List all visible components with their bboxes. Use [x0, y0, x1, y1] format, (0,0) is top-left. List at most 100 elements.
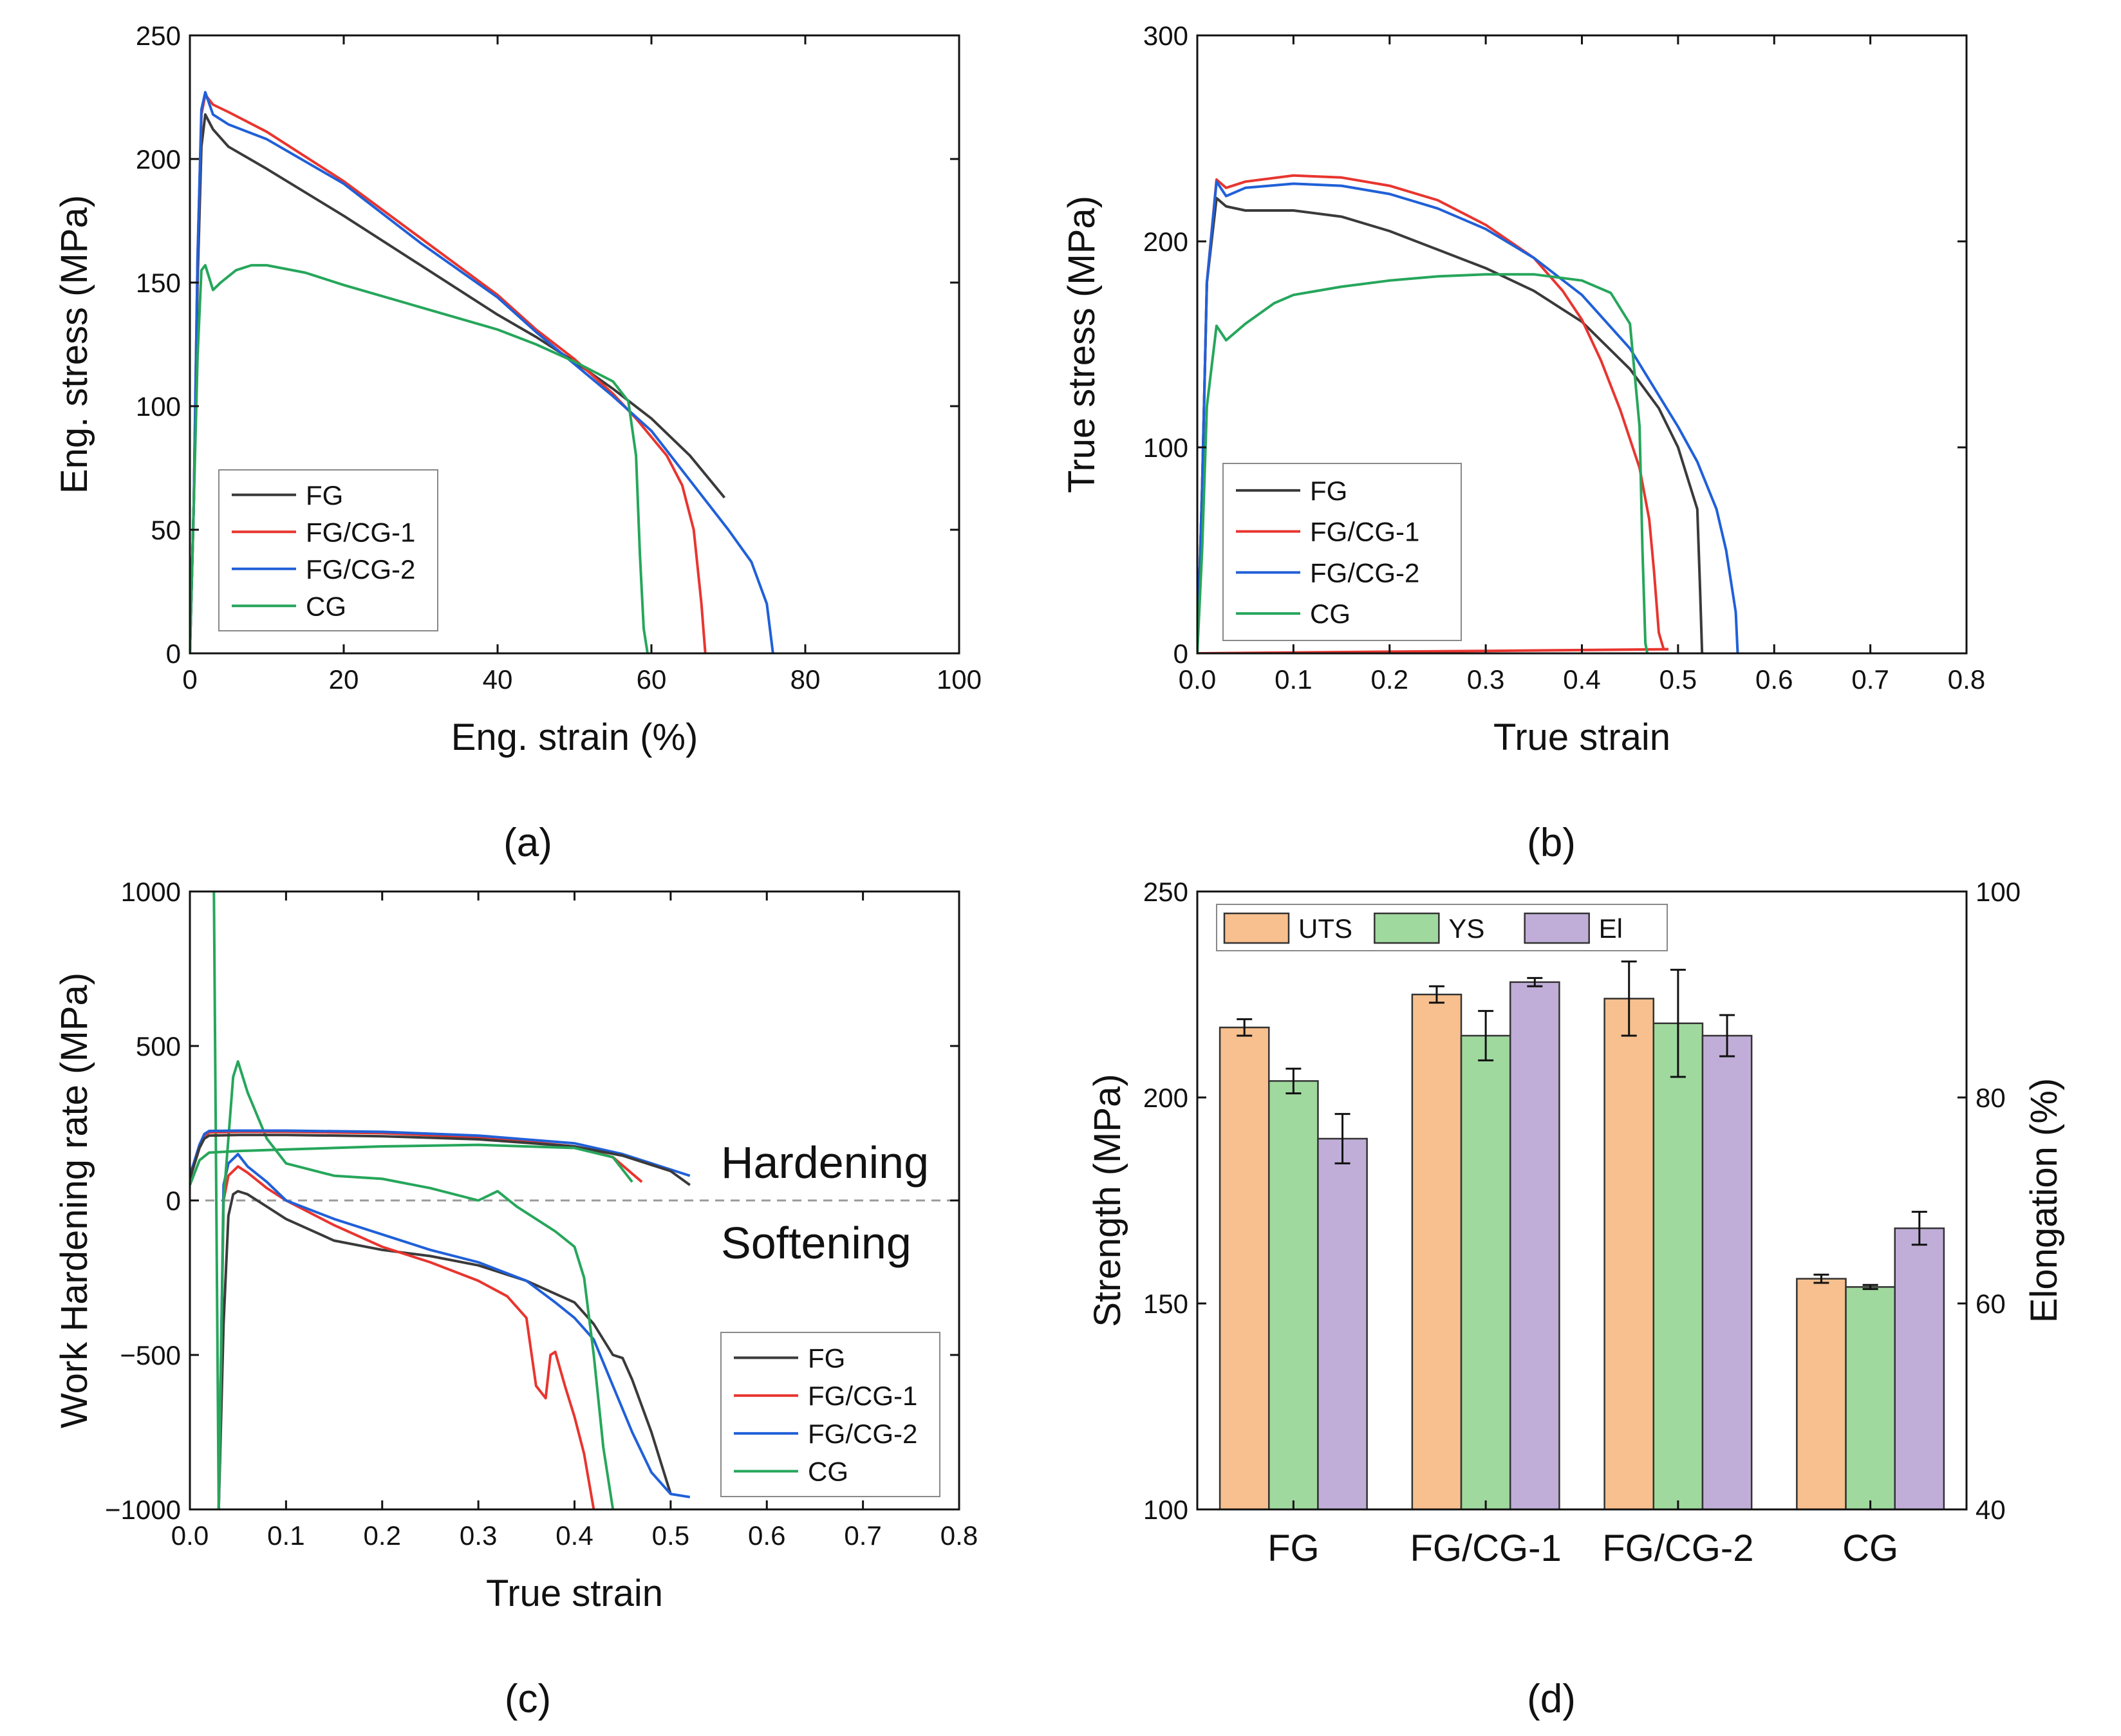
x-tick-label: 0 [182, 664, 197, 695]
y-tick-label: 0 [166, 1186, 181, 1216]
x-tick-label: 0.6 [1755, 664, 1793, 695]
bar-el-fg-cg-1 [1509, 981, 1560, 1511]
panel-caption: (d) [1527, 1677, 1576, 1721]
softening-annotation: Softening [721, 1218, 911, 1268]
error-bar [1862, 1283, 1878, 1291]
bar-uts-fg-cg-2 [1603, 998, 1655, 1511]
y-tick-label: 100 [1143, 1495, 1188, 1525]
x-axis-label: True strain [486, 1573, 663, 1614]
y-axis-label: True stress (MPa) [1061, 196, 1103, 493]
plot-frame [1196, 890, 1968, 1511]
bar-uts-cg [1796, 1278, 1847, 1511]
bar-ys-cg [1845, 1286, 1896, 1511]
y-tick-label: 200 [136, 144, 181, 174]
x-tick-label: 0.7 [1851, 664, 1889, 695]
x-tick-label: 100 [937, 664, 982, 695]
error-bar [1621, 960, 1637, 1037]
y-tick-label: 0 [1173, 639, 1188, 669]
x-tick-label: 0.6 [748, 1520, 785, 1551]
category-label: FG/CG-2 [1602, 1527, 1753, 1569]
x-tick-label: 0.0 [171, 1520, 209, 1551]
x-tick-label: 0.7 [844, 1520, 881, 1551]
error-bar [1670, 969, 1686, 1078]
y-tick-label: −500 [120, 1340, 181, 1370]
series-line-cg [1197, 273, 1649, 653]
category-label: FG [1267, 1527, 1320, 1569]
x-tick-label: 0.3 [460, 1520, 497, 1551]
series-line-cg [190, 264, 649, 653]
error-bar [1719, 1014, 1735, 1058]
legend-label: FG [1310, 476, 1347, 506]
y-tick-label: 250 [1143, 877, 1188, 907]
x-tick-label: 0.0 [1179, 664, 1216, 695]
series-line-fg-cg-2 [1197, 180, 1739, 653]
y2-axis-label: Elongation (%) [2023, 1078, 2065, 1323]
legend-label: CG [1310, 599, 1350, 629]
error-bar [1911, 1211, 1927, 1246]
series-line-fg-cg-2-hardening [190, 1129, 691, 1177]
x-tick-label: 0.4 [1563, 664, 1600, 695]
series-line-fg-cg-2 [190, 91, 774, 653]
series-line-fg [1197, 196, 1704, 653]
y2-tick-label: 80 [1976, 1083, 2006, 1113]
x-tick-label: 0.8 [940, 1520, 978, 1551]
x-tick-label: 0.1 [1275, 664, 1312, 695]
x-tick-label: 20 [329, 664, 359, 695]
legend-label: FG/CG-2 [1310, 557, 1419, 588]
error-bar [1285, 1067, 1302, 1095]
panel-b: 0.0 0.1 0.2 0.3 0.4 0.5 0.6 0.7 0.8 0 100 200 300 Tru… [1061, 21, 1985, 865]
legend-swatch [1524, 912, 1590, 944]
x-tick-label: 60 [637, 664, 667, 695]
series-line-fg-cg-2 [217, 1153, 691, 1509]
x-tick-label: 0.5 [652, 1520, 689, 1551]
y-tick-label: 100 [1143, 433, 1188, 463]
bar-uts-fg [1219, 1026, 1270, 1511]
legend: FG FG/CG-1 FG/CG-2 CG [1222, 463, 1462, 641]
legend: FG FG/CG-1 FG/CG-2 CG [218, 469, 438, 631]
bar-ys-fg [1268, 1080, 1319, 1511]
y-tick-label: 150 [1143, 1289, 1188, 1319]
legend-label: CG [306, 591, 346, 621]
panel-caption: (a) [503, 821, 552, 865]
error-bar [1813, 1273, 1829, 1284]
series-line-cg-hardening [190, 1143, 633, 1186]
y-tick-label: 250 [136, 21, 181, 51]
y-tick-label: 100 [136, 391, 181, 422]
y-tick-label: 150 [136, 268, 181, 298]
error-bar [1527, 976, 1543, 987]
y-tick-label: 300 [1143, 21, 1188, 51]
x-axis-label: True strain [1493, 716, 1670, 758]
x-tick-label: 0.1 [267, 1520, 304, 1551]
legend-label: FG [808, 1343, 845, 1373]
bar-el-fg-cg-2 [1701, 1034, 1753, 1511]
error-bar [1334, 1113, 1350, 1164]
legend-swatch [1374, 912, 1440, 944]
legend-label: FG/CG-2 [808, 1419, 917, 1449]
legend-label: UTS [1298, 913, 1352, 944]
bar-ys-fg-cg-2 [1652, 1022, 1704, 1511]
bar-el-cg [1894, 1227, 1945, 1511]
legend-label: YS [1448, 913, 1484, 944]
bar-uts-fg-cg-1 [1411, 993, 1462, 1511]
series-line-fg-cg-1 [217, 1165, 595, 1509]
error-bar [1237, 1018, 1253, 1037]
y-tick-label: 200 [1143, 227, 1188, 257]
panel-caption: (c) [505, 1677, 551, 1721]
x-axis-label: Eng. strain (%) [451, 716, 698, 758]
panel-caption: (b) [1527, 821, 1576, 865]
error-bar [1428, 985, 1444, 1004]
legend-label: FG/CG-1 [306, 517, 415, 547]
y2-tick-label: 100 [1976, 877, 2021, 907]
category-label: CG [1842, 1527, 1898, 1569]
legend: FG FG/CG-1 FG/CG-2 CG [720, 1332, 940, 1497]
y-axis-label: Eng. stress (MPa) [53, 195, 95, 494]
y-tick-label: 50 [151, 515, 181, 545]
legend-label: FG/CG-1 [808, 1381, 917, 1411]
y-tick-label: 1000 [121, 877, 181, 907]
x-tick-label: 0.2 [364, 1520, 401, 1551]
legend-box [1216, 904, 1668, 951]
legend-box [720, 1332, 940, 1497]
x-tick-label: 40 [483, 664, 513, 695]
y-axis-label: Work Hardening rate (MPa) [53, 973, 95, 1428]
